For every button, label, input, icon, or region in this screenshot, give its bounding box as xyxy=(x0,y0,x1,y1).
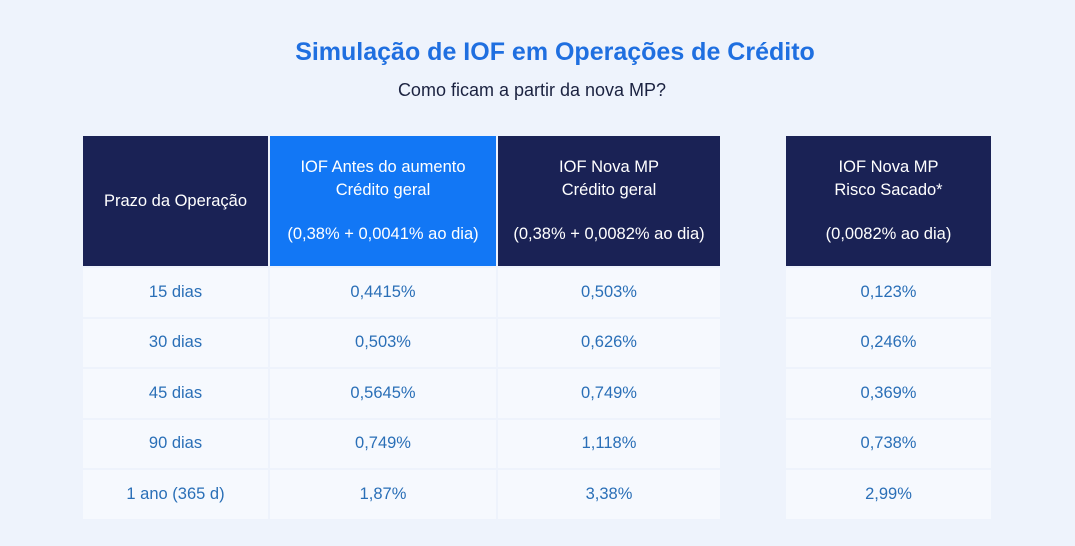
header-iof-nova-geral-line-1: IOF Nova MP xyxy=(559,158,659,176)
table-row: 45 dias 0,5645% 0,749% 0,369% xyxy=(83,367,991,418)
cell-prazo: 1 ano (365 d) xyxy=(83,468,270,519)
cell-iof-nova-geral: 0,626% xyxy=(498,316,722,367)
cell-iof-antes: 0,503% xyxy=(270,316,498,367)
cell-iof-nova-geral: 0,749% xyxy=(498,367,722,418)
header-iof-nova-sacado: IOF Nova MP Risco Sacado* (0,0082% ao di… xyxy=(786,136,991,266)
header-iof-nova-geral-line-2: Crédito geral xyxy=(561,181,657,199)
cell-iof-antes: 0,4415% xyxy=(270,266,498,317)
cell-iof-nova-geral: 0,503% xyxy=(498,266,722,317)
cell-iof-nova-sacado: 0,246% xyxy=(786,316,991,367)
gap-cell xyxy=(722,266,786,317)
header-iof-nova-geral-note: (0,38% + 0,0082% ao dia) xyxy=(513,225,705,243)
header-iof-nova-sacado-note: (0,0082% ao dia) xyxy=(825,225,952,243)
table-row: 90 dias 0,749% 1,118% 0,738% xyxy=(83,417,991,469)
cell-iof-nova-sacado: 0,369% xyxy=(786,367,991,418)
header-row: Prazo da Operação IOF Antes do aumento C… xyxy=(83,136,991,266)
cell-iof-antes: 1,87% xyxy=(270,468,498,519)
header-iof-nova-sacado-line-1: IOF Nova MP xyxy=(838,158,939,176)
table-row: 1 ano (365 d) 1,87% 3,38% 2,99% xyxy=(83,468,991,519)
header-prazo-line-1: Prazo da Operação xyxy=(103,191,248,210)
cell-prazo: 90 dias xyxy=(83,417,270,468)
gap-cell xyxy=(722,468,786,519)
gap-cell xyxy=(722,367,786,418)
header-iof-antes-line-1: IOF Antes do aumento xyxy=(300,158,466,176)
cell-iof-antes: 0,5645% xyxy=(270,367,498,418)
page-subtitle: Como ficam a partir da nova MP? xyxy=(397,80,667,100)
cell-prazo: 45 dias xyxy=(83,367,270,418)
table-row: 30 dias 0,503% 0,626% 0,246% xyxy=(83,316,991,368)
header-prazo: Prazo da Operação xyxy=(83,136,270,266)
header-iof-nova-sacado-line-2: Risco Sacado* xyxy=(834,181,943,199)
iof-table: Prazo da Operação IOF Antes do aumento C… xyxy=(83,136,991,519)
cell-iof-nova-geral: 3,38% xyxy=(498,468,722,519)
gap-cell xyxy=(722,317,786,368)
header-iof-antes: IOF Antes do aumento Crédito geral (0,38… xyxy=(270,136,498,266)
cell-iof-nova-sacado: 2,99% xyxy=(786,468,991,519)
header-iof-antes-note: (0,38% + 0,0041% ao dia) xyxy=(287,225,479,243)
table-row: 15 dias 0,4415% 0,503% 0,123% xyxy=(83,266,991,317)
cell-iof-nova-sacado: 0,738% xyxy=(786,417,991,468)
cell-iof-nova-sacado: 0,123% xyxy=(786,266,991,317)
cell-iof-nova-geral: 1,118% xyxy=(498,417,722,468)
header-iof-antes-line-2: Crédito geral xyxy=(335,181,431,199)
header-iof-nova-geral: IOF Nova MP Crédito geral (0,38% + 0,008… xyxy=(498,136,722,266)
header-gap xyxy=(722,136,786,266)
gap-cell xyxy=(722,418,786,469)
page-title: Simulação de IOF em Operações de Crédito xyxy=(295,38,815,66)
cell-prazo: 15 dias xyxy=(83,266,270,317)
cell-iof-antes: 0,749% xyxy=(270,417,498,468)
cell-prazo: 30 dias xyxy=(83,316,270,367)
